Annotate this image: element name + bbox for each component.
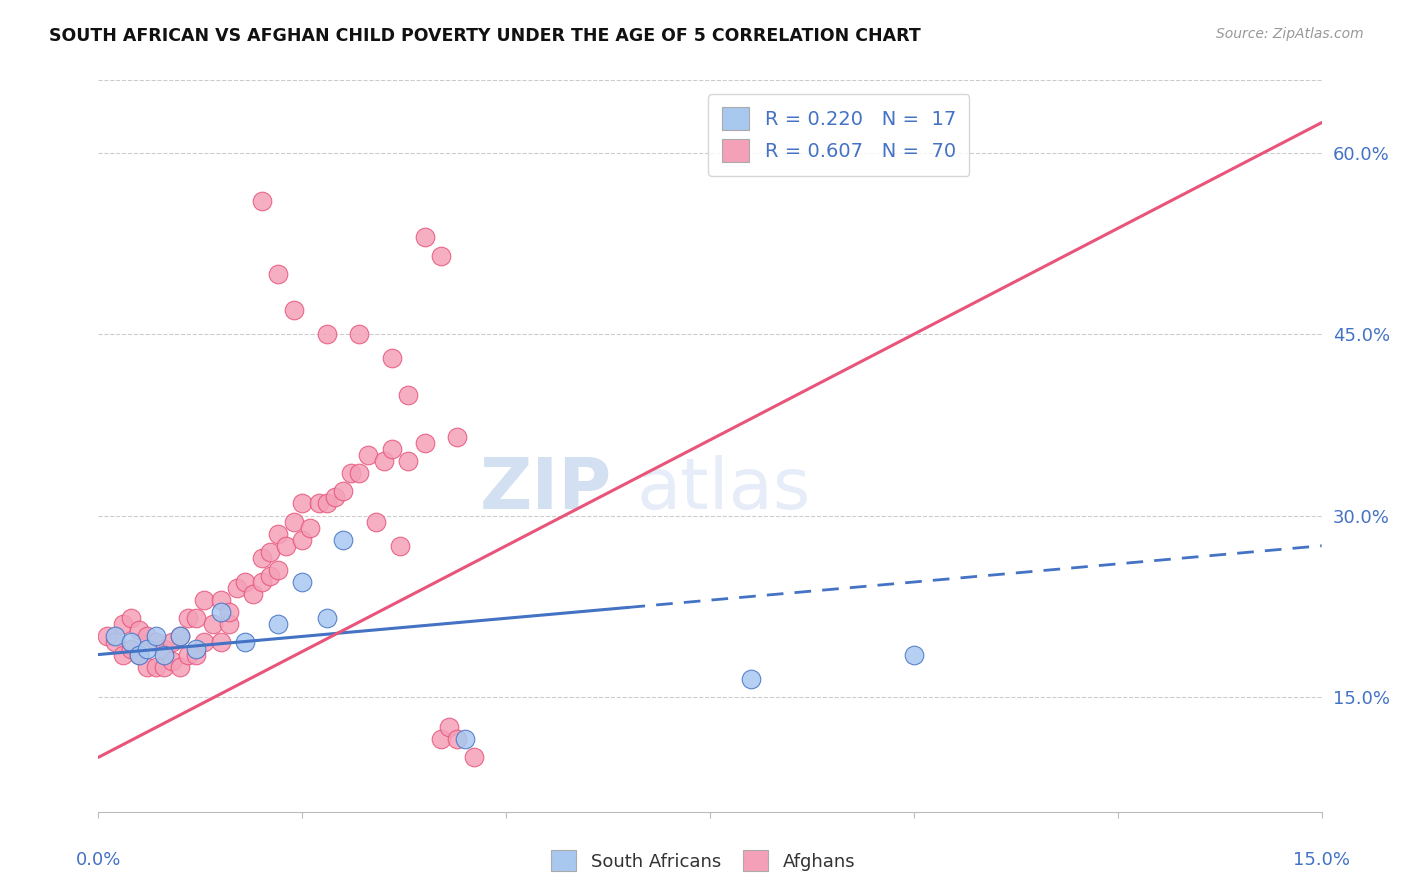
Point	[104, 635, 127, 649]
Point	[120, 641, 142, 656]
Point	[209, 593, 232, 607]
Point	[259, 545, 281, 559]
Point	[96, 629, 118, 643]
Point	[120, 611, 142, 625]
Point	[145, 629, 167, 643]
Point	[396, 454, 419, 468]
Point	[396, 387, 419, 401]
Point	[267, 617, 290, 632]
Point	[267, 267, 290, 281]
Point	[128, 648, 150, 662]
Point	[186, 641, 208, 656]
Point	[373, 454, 395, 468]
Text: SOUTH AFRICAN VS AFGHAN CHILD POVERTY UNDER THE AGE OF 5 CORRELATION CHART: SOUTH AFRICAN VS AFGHAN CHILD POVERTY UN…	[49, 27, 921, 45]
Point	[242, 587, 264, 601]
Point	[111, 617, 134, 632]
Point	[430, 249, 453, 263]
Point	[120, 635, 142, 649]
Point	[136, 629, 159, 643]
Point	[152, 648, 174, 662]
Point	[136, 659, 159, 673]
Point	[315, 611, 337, 625]
Legend: South Africans, Afghans: South Africans, Afghans	[544, 843, 862, 879]
Point	[454, 732, 477, 747]
Text: ZIP: ZIP	[479, 456, 612, 524]
Point	[233, 635, 256, 649]
Point	[437, 720, 460, 734]
Point	[136, 641, 159, 656]
Point	[267, 563, 290, 577]
Point	[291, 574, 314, 589]
Point	[169, 629, 191, 643]
Point	[193, 593, 215, 607]
Point	[104, 629, 127, 643]
Point	[152, 659, 174, 673]
Point	[332, 484, 354, 499]
Point	[340, 466, 363, 480]
Point	[186, 648, 208, 662]
Legend: R = 0.220   N =  17, R = 0.607   N =  70: R = 0.220 N = 17, R = 0.607 N = 70	[709, 94, 969, 176]
Point	[169, 629, 191, 643]
Point	[356, 448, 378, 462]
Point	[145, 635, 167, 649]
Point	[218, 605, 240, 619]
Text: 15.0%: 15.0%	[1294, 851, 1350, 869]
Point	[291, 533, 314, 547]
Point	[413, 230, 436, 244]
Point	[446, 732, 468, 747]
Point	[349, 327, 371, 342]
Point	[160, 654, 183, 668]
Point	[274, 539, 297, 553]
Point	[381, 442, 404, 456]
Point	[299, 520, 322, 534]
Point	[413, 436, 436, 450]
Point	[283, 303, 305, 318]
Point	[145, 659, 167, 673]
Point	[381, 351, 404, 366]
Point	[186, 611, 208, 625]
Point	[349, 466, 371, 480]
Point	[903, 648, 925, 662]
Point	[308, 496, 330, 510]
Text: atlas: atlas	[637, 456, 811, 524]
Point	[111, 648, 134, 662]
Text: 0.0%: 0.0%	[76, 851, 121, 869]
Point	[160, 635, 183, 649]
Point	[128, 648, 150, 662]
Point	[259, 569, 281, 583]
Point	[283, 515, 305, 529]
Point	[740, 672, 762, 686]
Point	[226, 581, 249, 595]
Point	[218, 617, 240, 632]
Point	[463, 750, 485, 764]
Point	[177, 611, 200, 625]
Point	[250, 574, 273, 589]
Point	[315, 496, 337, 510]
Point	[332, 533, 354, 547]
Text: Source: ZipAtlas.com: Source: ZipAtlas.com	[1216, 27, 1364, 41]
Point	[177, 648, 200, 662]
Point	[128, 624, 150, 638]
Point	[209, 635, 232, 649]
Point	[250, 194, 273, 209]
Point	[315, 327, 337, 342]
Point	[169, 659, 191, 673]
Point	[446, 430, 468, 444]
Point	[323, 491, 346, 505]
Point	[201, 617, 224, 632]
Point	[267, 526, 290, 541]
Point	[291, 496, 314, 510]
Point	[250, 550, 273, 565]
Point	[430, 732, 453, 747]
Point	[364, 515, 387, 529]
Point	[233, 574, 256, 589]
Point	[193, 635, 215, 649]
Point	[209, 605, 232, 619]
Point	[152, 641, 174, 656]
Point	[389, 539, 412, 553]
